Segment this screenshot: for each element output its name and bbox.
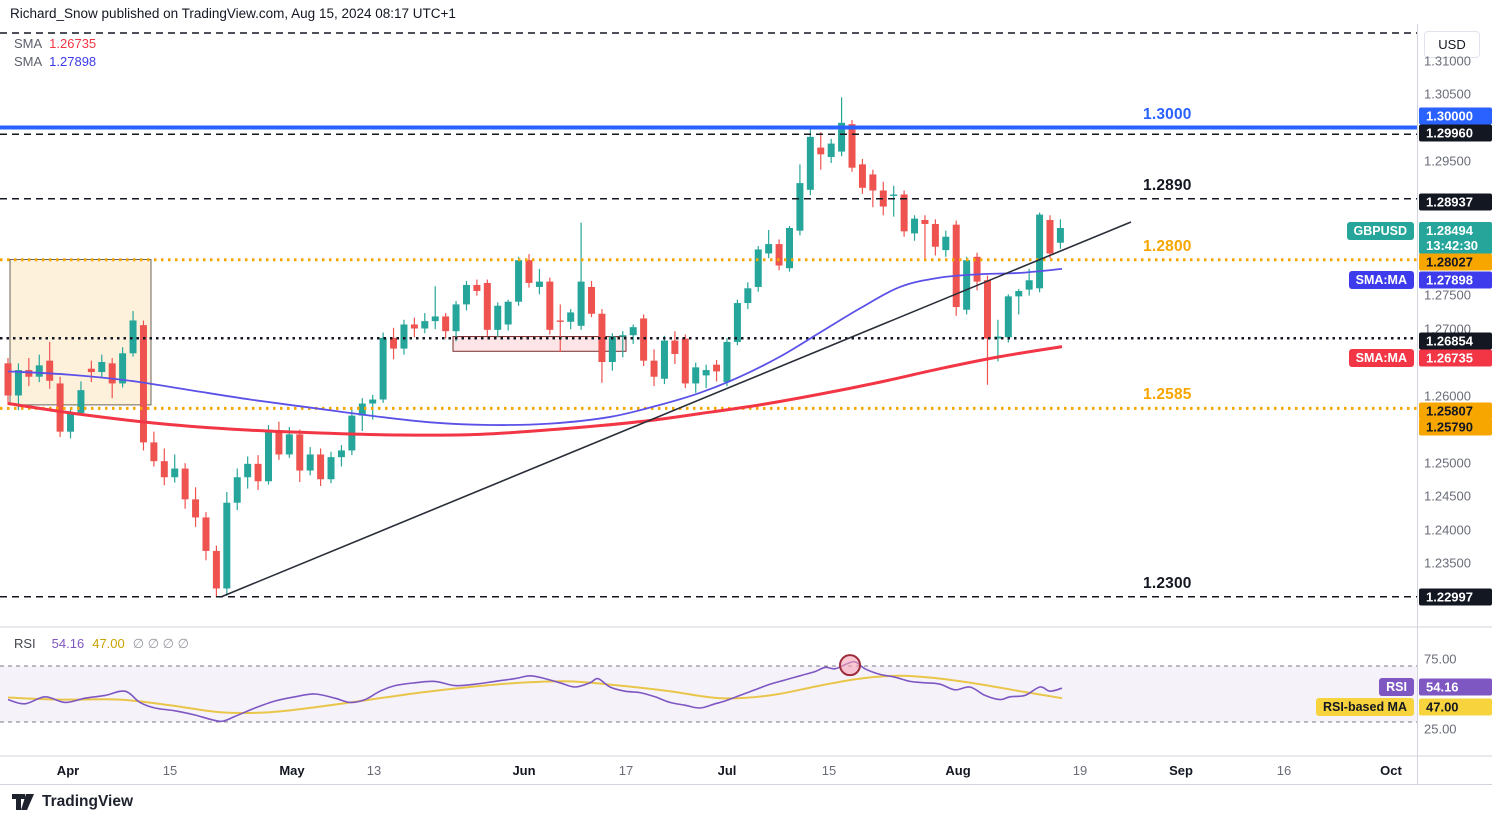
- x-axis-label-oct: Oct: [1380, 763, 1402, 778]
- rsi-line[interactable]: [7, 660, 1063, 723]
- tradingview-logo-icon: [12, 794, 34, 810]
- price-scale-label: 1.29500: [1424, 153, 1471, 169]
- price-badge: 1.26854: [1419, 332, 1492, 350]
- rsi-legend[interactable]: RSI 54.16 47.00 ∅ ∅ ∅ ∅: [14, 636, 197, 652]
- x-axis-label-sep: Sep: [1169, 763, 1193, 778]
- rsi-ma-value: 47.00: [92, 636, 125, 651]
- x-axis-label-16: 16: [1276, 763, 1292, 778]
- price-badge: 1.28937: [1419, 193, 1492, 211]
- series-tag-gbpusd: GBPUSD: [1346, 222, 1414, 240]
- badge-time: 13:42:30: [1426, 238, 1479, 253]
- legend-label: SMA: [14, 54, 43, 69]
- rsi-band: [0, 666, 1417, 722]
- legend-row-sma-0[interactable]: SMA 1.26735: [14, 36, 96, 52]
- price-badge: 1.30000: [1419, 107, 1492, 125]
- price-badge: 1.28494 13:42:30: [1419, 222, 1492, 254]
- legend-value: 1.26735: [49, 36, 97, 51]
- tradingview-logo[interactable]: TradingView: [12, 792, 133, 812]
- candlestick-series: [4, 97, 1064, 598]
- series-tag-sma-ma: SMA:MA: [1348, 349, 1414, 367]
- x-axis-label-may: May: [279, 763, 305, 778]
- series-tag-rsi: RSI: [1379, 678, 1414, 696]
- price-badge: 1.29960: [1419, 124, 1492, 142]
- price-scale-label: 1.24000: [1424, 522, 1471, 537]
- ascending-trendline[interactable]: [221, 221, 1132, 598]
- x-axis-label-apr: Apr: [56, 763, 80, 778]
- series-tag-sma-ma: SMA:MA: [1348, 271, 1414, 289]
- price-badge: 54.16: [1419, 678, 1492, 696]
- currency-button[interactable]: USD: [1424, 31, 1480, 58]
- price-scale-label: 1.27500: [1424, 287, 1471, 303]
- tradingview-logo-text: TradingView: [42, 793, 134, 810]
- price-badge: 1.27898: [1419, 271, 1492, 289]
- x-axis-label-15: 15: [821, 763, 837, 778]
- price-scale-label: 1.25000: [1424, 455, 1471, 470]
- x-axis-label-19: 19: [1072, 763, 1088, 778]
- legend-value: 1.27898: [49, 54, 97, 69]
- rsi-scale-label: 25.00: [1424, 721, 1457, 737]
- rsi-empty-slots: ∅ ∅ ∅ ∅: [132, 636, 189, 651]
- x-axis-label-jun: Jun: [512, 763, 536, 778]
- rsi-ma-line[interactable]: [7, 674, 1063, 714]
- sma-50-line[interactable]: [7, 267, 1063, 426]
- legend-row-sma-1[interactable]: SMA 1.27898: [14, 54, 96, 70]
- sma-200-line[interactable]: [7, 345, 1063, 437]
- rsi-label: RSI: [14, 636, 36, 651]
- indicator-legend: SMA 1.26735 SMA 1.27898: [14, 36, 96, 72]
- rsi-peak-marker[interactable]: [839, 654, 861, 677]
- legend-label: SMA: [14, 36, 43, 51]
- price-badge: 47.00: [1419, 698, 1492, 716]
- price-badge: 1.26735: [1419, 349, 1492, 367]
- rsi-scale-label: 75.00: [1424, 651, 1457, 667]
- series-tag-rsi-based-ma: RSI-based MA: [1315, 698, 1414, 717]
- price-scale-label: 1.27000: [1424, 321, 1471, 336]
- price-badge: 1.28027: [1419, 253, 1492, 271]
- x-axis-label-13: 13: [366, 763, 382, 778]
- price-scale-label: 1.26000: [1424, 388, 1471, 403]
- x-axis-label-17: 17: [618, 763, 634, 778]
- price-badge: 1.25790: [1419, 418, 1492, 436]
- rsi-value: 54.16: [51, 636, 85, 651]
- price-scale-label: 1.30500: [1424, 86, 1471, 102]
- published-line: Richard_Snow published on TradingView.co…: [10, 6, 456, 21]
- price-badge: 1.22997: [1419, 588, 1492, 606]
- x-axis-label-15: 15: [162, 763, 178, 778]
- price-scale-label: 1.23500: [1424, 555, 1471, 571]
- x-axis-label-jul: Jul: [717, 763, 737, 778]
- price-scale-label: 1.31000: [1424, 53, 1471, 68]
- zone-box-1[interactable]: [452, 336, 627, 352]
- x-axis-label-aug: Aug: [945, 763, 971, 778]
- price-badge: 1.25807: [1419, 402, 1492, 420]
- price-scale-label: 1.24500: [1424, 488, 1471, 504]
